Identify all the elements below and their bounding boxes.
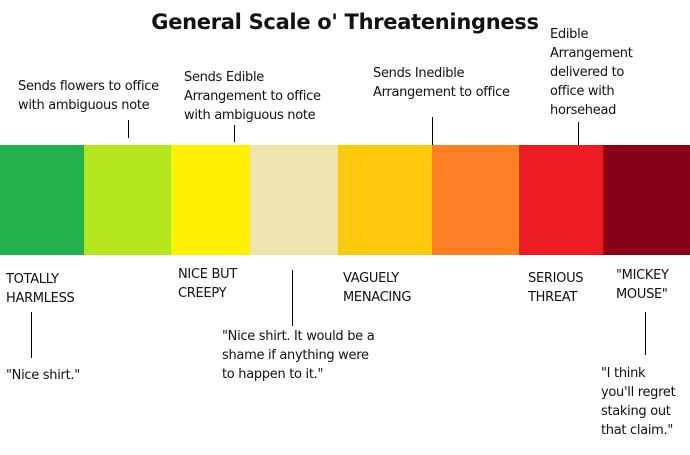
scale-segment-4 [250, 145, 338, 255]
pointer-line [292, 270, 293, 326]
level-vaguely-menacing: VAGUELY MENACING [343, 271, 412, 305]
diagram-title: General Scale o' Threateningness [151, 10, 539, 34]
quote-creepy: "Nice shirt. It would be a shame if anyt… [222, 329, 375, 382]
pointer-line [31, 312, 32, 358]
scale-segment-5 [338, 145, 432, 255]
annotation-edible-arrangement: Sends Edible Arrangement to office with … [184, 70, 321, 123]
scale-segment-3 [171, 145, 250, 255]
scale-segment-1 [0, 145, 84, 255]
scale-segment-2 [84, 145, 171, 255]
scale-segment-6 [432, 145, 519, 255]
pointer-line [432, 117, 433, 145]
level-nice-but-creepy: NICE BUT CREEPY [178, 267, 237, 301]
scale-segment-7 [519, 145, 603, 255]
pointer-line [578, 122, 579, 145]
pointer-line [645, 312, 646, 355]
pointer-line [128, 120, 129, 138]
level-serious-threat: SERIOUS THREAT [528, 271, 584, 305]
annotation-inedible-arrangement: Sends Inedible Arrangement to office [373, 66, 510, 100]
quote-mickey-mouse: "I think you'll regret staking out that … [601, 366, 676, 438]
annotation-horsehead: Edible Arrangement delivered to office w… [550, 27, 633, 118]
scale-segment-8 [603, 145, 690, 255]
pointer-line [234, 125, 235, 142]
level-mickey-mouse: "MICKEY MOUSE" [616, 268, 669, 302]
quote-harmless: "Nice shirt." [6, 368, 80, 383]
annotation-flowers: Sends flowers to office with ambiguous n… [18, 79, 159, 113]
level-totally-harmless: TOTALLY HARMLESS [6, 272, 75, 306]
